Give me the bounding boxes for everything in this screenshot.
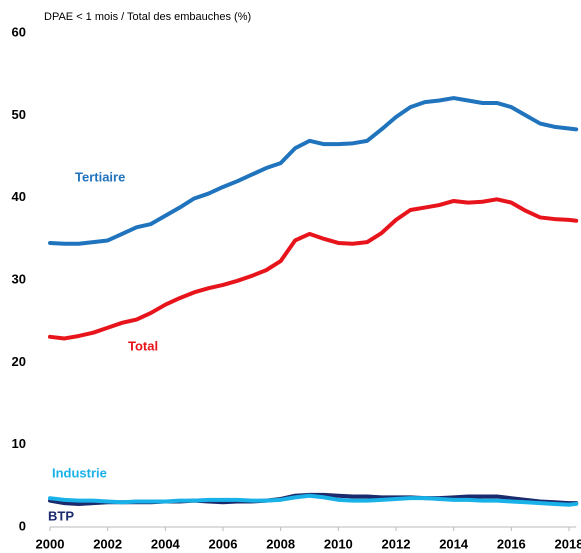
y-tick-label: 60 — [12, 24, 26, 39]
series-label: Industrie — [52, 465, 107, 480]
x-tick-label: 2018 — [555, 536, 581, 551]
series-line — [48, 493, 579, 507]
x-tick-label: 2002 — [93, 536, 122, 551]
x-tick-label: 2006 — [209, 536, 238, 551]
x-tick-label: 2004 — [151, 536, 181, 551]
series-line — [48, 197, 579, 341]
y-tick-label: 30 — [12, 271, 26, 286]
x-tick-label: 2014 — [439, 536, 469, 551]
x-tick-label: 2010 — [324, 536, 353, 551]
x-tick-label: 2016 — [497, 536, 526, 551]
y-tick-label: 10 — [12, 436, 26, 451]
series-label: BTP — [48, 508, 74, 523]
x-tick-label: 2008 — [266, 536, 295, 551]
x-tick-label: 2000 — [36, 536, 65, 551]
y-tick-label: 40 — [12, 189, 26, 204]
y-tick-label: 0 — [19, 518, 26, 533]
y-tick-label: 20 — [12, 354, 26, 369]
series-label: Tertiaire — [75, 169, 125, 184]
series-label: Total — [128, 338, 158, 353]
x-tick-label: 2012 — [382, 536, 411, 551]
y-tick-label: 50 — [12, 107, 26, 122]
y-axis-label: DPAE < 1 mois / Total des embauches (%) — [44, 11, 251, 23]
series-line — [48, 96, 579, 246]
